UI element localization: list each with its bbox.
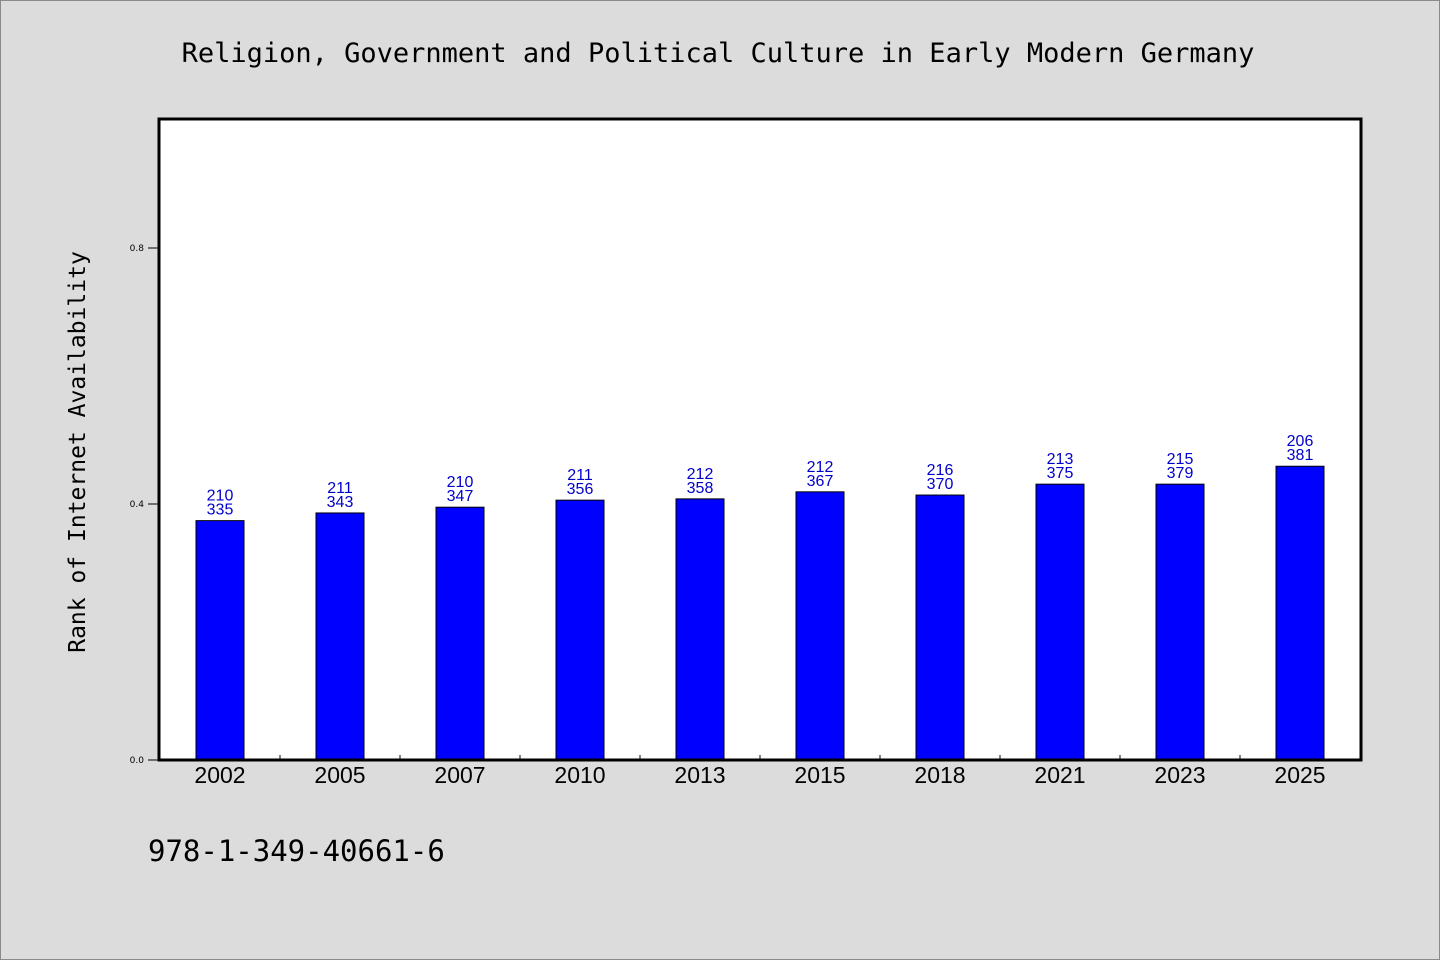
bar-2002 <box>195 520 245 761</box>
bar-label-bottom-2018: 370 <box>927 476 954 493</box>
bar-label-bottom-2025: 381 <box>1287 447 1314 464</box>
x-tick-label-2002: 2002 <box>194 762 245 788</box>
bar-2021 <box>1035 483 1085 761</box>
bar-2025 <box>1275 465 1325 761</box>
bar-2005 <box>315 512 365 761</box>
bar-label-top-2025: 206 <box>1287 433 1314 450</box>
x-tick-label-2025: 2025 <box>1274 762 1325 788</box>
bar-label-top-2015: 212 <box>807 459 834 476</box>
plot-border <box>157 117 1363 762</box>
y-axis-label: Rank of Internet Availability <box>65 251 91 653</box>
bar-label-top-2023: 215 <box>1167 451 1194 468</box>
x-tick-label-2007: 2007 <box>434 762 485 788</box>
bar-label-bottom-2015: 367 <box>807 473 834 490</box>
bar-label-top-2010: 211 <box>567 467 593 484</box>
bar-label-bottom-2021: 375 <box>1047 465 1074 482</box>
x-ticks-group: 2002 2005 2007 2010 2013 2015 2018 2021 2023 2025 <box>194 755 1326 788</box>
x-tick-label-2023: 2023 <box>1154 762 1205 788</box>
bars-group <box>195 465 1325 761</box>
y-ticks-group: 0.0 0.4 0.8 <box>130 244 160 766</box>
isbn-text: 978-1-349-40661-6 <box>148 834 445 868</box>
x-tick-label-2015: 2015 <box>794 762 845 788</box>
bar-label-bottom-2023: 379 <box>1167 465 1194 482</box>
x-tick-label-2005: 2005 <box>314 762 365 788</box>
bar-2018 <box>915 494 965 761</box>
bar-2013 <box>675 498 725 761</box>
bar-label-top-2021: 213 <box>1047 451 1074 468</box>
bar-label-bottom-2005: 343 <box>327 494 354 511</box>
bar-2015 <box>795 491 845 761</box>
chart-title: Religion, Government and Political Cultu… <box>182 38 1255 69</box>
bar-label-top-2005: 211 <box>327 480 353 497</box>
bar-label-top-2007: 210 <box>447 474 474 491</box>
data-labels-group: 2103352113432103472113562123582123672163… <box>207 433 1314 518</box>
bar-label-top-2002: 210 <box>207 488 234 505</box>
x-tick-label-2018: 2018 <box>914 762 965 788</box>
y-tick-label-0.0: 0.0 <box>130 756 145 766</box>
bar-2010 <box>555 499 605 761</box>
bar-label-bottom-2010: 356 <box>567 481 594 498</box>
y-tick-label-0.8: 0.8 <box>130 244 145 254</box>
x-tick-label-2010: 2010 <box>554 762 605 788</box>
y-tick-label-0.4: 0.4 <box>130 500 145 510</box>
bar-label-bottom-2013: 358 <box>687 480 714 497</box>
bar-2023 <box>1155 483 1205 761</box>
x-tick-label-2013: 2013 <box>674 762 725 788</box>
bar-label-bottom-2002: 335 <box>207 502 234 519</box>
bar-2007 <box>435 506 485 761</box>
bar-label-top-2013: 212 <box>687 466 714 483</box>
bar-label-top-2018: 216 <box>927 462 954 479</box>
bar-label-bottom-2007: 347 <box>447 488 474 505</box>
x-tick-label-2021: 2021 <box>1034 762 1085 788</box>
